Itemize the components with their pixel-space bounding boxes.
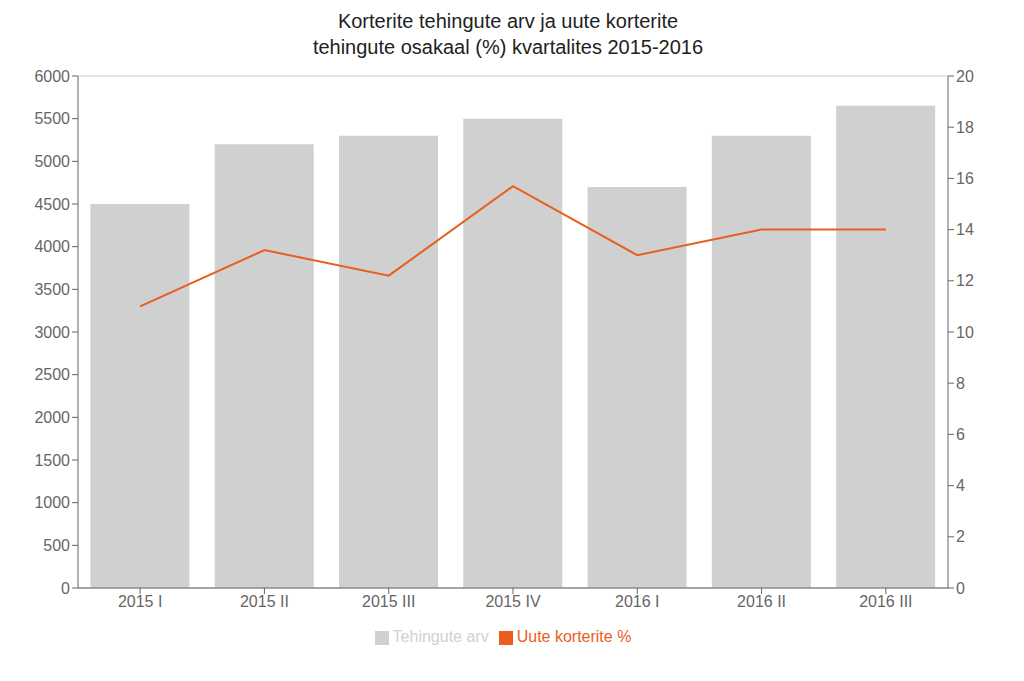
svg-text:2016 I: 2016 I bbox=[615, 593, 659, 610]
svg-text:6000: 6000 bbox=[34, 68, 70, 85]
svg-text:10: 10 bbox=[956, 324, 974, 341]
svg-text:2015 I: 2015 I bbox=[118, 593, 162, 610]
svg-text:20: 20 bbox=[956, 68, 974, 85]
svg-text:2: 2 bbox=[956, 528, 965, 545]
svg-text:12: 12 bbox=[956, 272, 974, 289]
svg-text:14: 14 bbox=[956, 221, 974, 238]
svg-text:0: 0 bbox=[61, 580, 70, 597]
html-text:Tehingute arv: Tehingute arv bbox=[392, 628, 489, 645]
svg-text:2016 III: 2016 III bbox=[859, 593, 912, 610]
svg-text:1000: 1000 bbox=[34, 494, 70, 511]
svg-text:8: 8 bbox=[956, 375, 965, 392]
svg-text:3500: 3500 bbox=[34, 281, 70, 298]
svg-text:500: 500 bbox=[43, 537, 70, 554]
svg-text:4500: 4500 bbox=[34, 196, 70, 213]
svg-text:3000: 3000 bbox=[34, 324, 70, 341]
svg-text:18: 18 bbox=[956, 119, 974, 136]
svg-text:1500: 1500 bbox=[34, 452, 70, 469]
svg-text:2500: 2500 bbox=[34, 366, 70, 383]
svg-text:6: 6 bbox=[956, 426, 965, 443]
svg-text:5500: 5500 bbox=[34, 110, 70, 127]
svg-text:4: 4 bbox=[956, 477, 965, 494]
html-text:tehingute osakaal (%) kvartali: tehingute osakaal (%) kvartalites 2015-2… bbox=[312, 36, 704, 58]
svg-text:2000: 2000 bbox=[34, 409, 70, 426]
svg-text:16: 16 bbox=[956, 170, 974, 187]
svg-text:2015 III: 2015 III bbox=[362, 593, 415, 610]
svg-text:4000: 4000 bbox=[34, 238, 70, 255]
svg-text:0: 0 bbox=[956, 580, 965, 597]
svg-text:2015 II: 2015 II bbox=[240, 593, 289, 610]
html-text:Uute korterite %: Uute korterite % bbox=[516, 628, 632, 645]
svg-text:5000: 5000 bbox=[34, 153, 70, 170]
svg-text:2016 II: 2016 II bbox=[737, 593, 786, 610]
svg-text:2015 IV: 2015 IV bbox=[485, 593, 540, 610]
html-text:Korterite tehingute arv ja uut: Korterite tehingute arv ja uute korterit… bbox=[337, 10, 679, 32]
